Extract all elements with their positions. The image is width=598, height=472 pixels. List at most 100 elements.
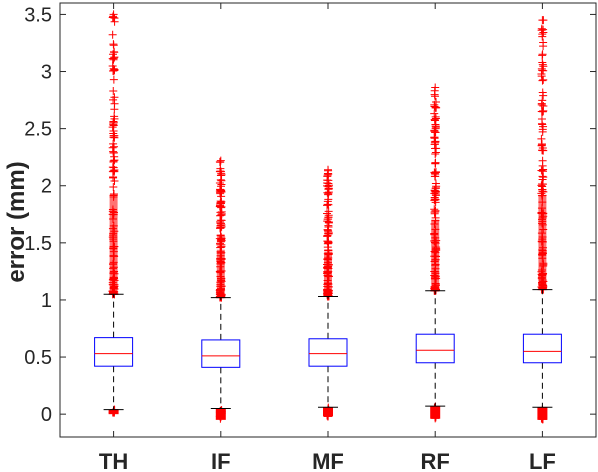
outlier-high [539,106,548,115]
y-tick-label: 2 [41,176,52,198]
x-tick-label-rf: RF [421,449,450,472]
outlier-high [324,190,333,199]
iqr-box [201,339,241,368]
outlier-high [110,17,119,26]
outlier-high [217,220,226,229]
outlier-high [217,170,226,179]
outlier-high [539,75,548,84]
labels-layer: 0 0.5 1 1.5 2 2.5 3 3.5 TH IF MF RF LF [24,4,556,472]
outlier-high [539,180,548,189]
outlier-low-band [108,409,119,415]
outlier-high [323,201,332,210]
outlier-high [538,185,547,194]
outlier-high [431,138,440,147]
outlier-high [538,50,547,59]
outlier-low-band [323,407,333,417]
y-tick-label: 2.5 [24,119,52,141]
outlier-high [431,92,440,101]
outlier-high [430,189,439,198]
outlier-high [539,28,548,37]
outlier-high [431,179,440,188]
outlier-high [431,114,440,123]
outlier-high [431,149,440,158]
outlier-density-band [538,195,547,290]
y-tick-label: 0 [41,404,52,426]
outlier-high [431,159,440,168]
outlier-high [217,235,226,244]
outlier-high [323,225,332,234]
outlier-high [215,179,224,188]
outlier-high [216,164,225,173]
outlier-high [109,40,118,49]
outlier-high-max [324,165,332,174]
outlier-high [537,166,546,175]
outlier-high [323,188,332,197]
outlier-high [324,179,333,188]
outlier-high [108,50,117,59]
outlier-high-max [538,16,547,25]
outlier-high [538,58,547,67]
outlier-high [432,103,441,112]
outlier-high [110,133,119,142]
outlier-high [109,172,118,181]
outlier-high [538,143,547,152]
outlier-high [537,181,546,190]
box-rf [415,83,455,423]
box-lf [522,16,562,424]
outlier-high [537,100,546,109]
y-axis-title: error (mm) [3,161,30,282]
outlier-high [537,26,546,35]
outlier-high [217,211,226,220]
outlier-high [323,197,332,206]
iqr-box [94,337,134,367]
outlier-high [537,70,546,79]
outlier-high [109,64,118,73]
y-tick-label: 1 [41,290,52,312]
outlier-high [216,182,225,191]
axes-layer [59,2,597,438]
outlier-density-band [216,249,225,298]
outlier-high [108,30,117,39]
outlier-high [430,102,439,111]
outlier-low-band [430,406,441,419]
outlier-high [431,167,440,176]
outlier-high [110,167,119,176]
iqr-box [415,333,455,364]
outlier-low-band [215,408,226,420]
outlier-high [108,163,117,172]
outlier-high [538,146,547,155]
box-if [201,156,241,423]
outlier-density-band [324,252,332,297]
outlier-high [431,198,440,207]
outlier-high [109,183,118,192]
iqr-box [308,338,348,367]
y-tick-label: 3 [41,62,52,84]
outlier-high [109,87,118,96]
outlier-high [324,207,333,216]
outlier-high [323,209,332,218]
outlier-high [216,171,225,180]
x-tick-label-if: IF [211,449,231,472]
y-tick-label: 3.5 [24,4,52,26]
outlier-high [430,133,439,142]
outlier-density-band [431,219,440,291]
outlier-high [109,147,118,156]
outlier-high [110,99,119,108]
outlier-high [216,224,225,233]
outlier-high [110,112,119,121]
outlier-high [539,42,548,51]
outlier-high [324,221,333,230]
y-tick-label: 1.5 [24,233,52,255]
box-mf [308,165,348,421]
outlier-high [215,157,224,166]
outlier-high [110,176,119,185]
outlier-high [217,202,226,211]
outlier-high-max [109,10,118,19]
outlier-high [110,152,119,161]
outlier-high [216,198,225,207]
x-tick-label-mf: MF [312,449,344,472]
outlier-high [537,115,546,124]
outlier-high [109,75,118,84]
